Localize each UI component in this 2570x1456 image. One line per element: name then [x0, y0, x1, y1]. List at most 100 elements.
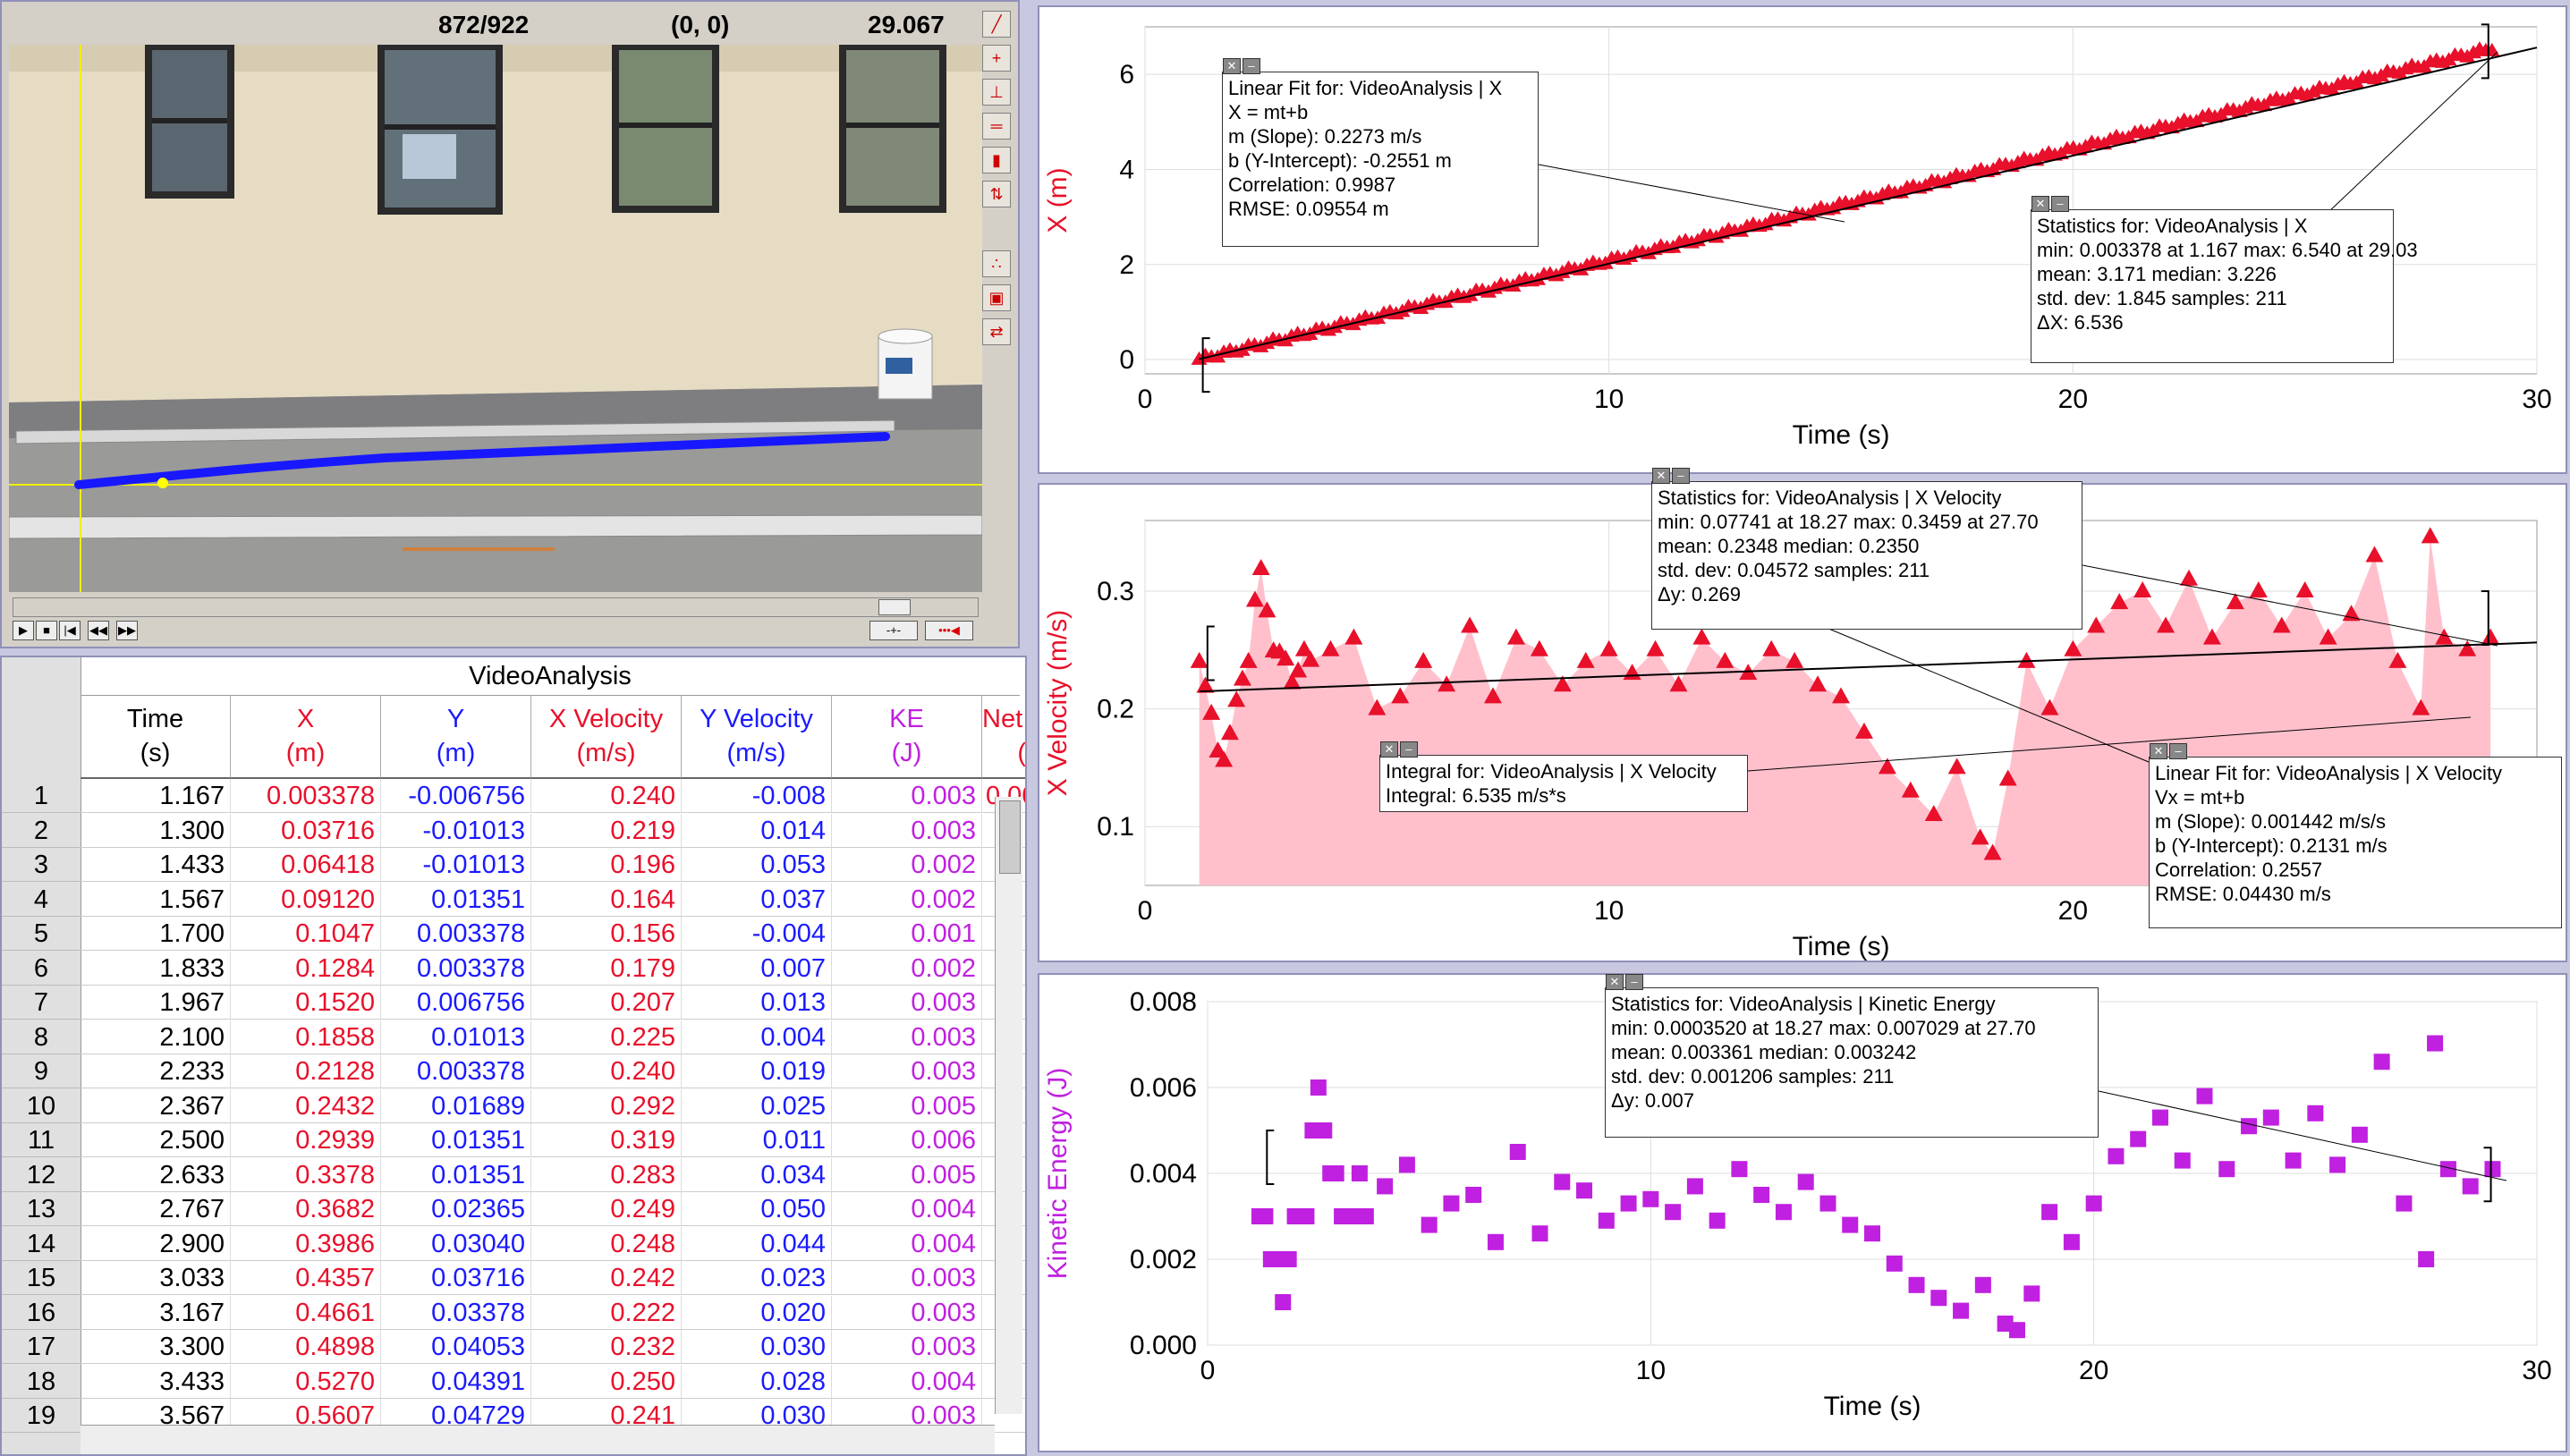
column-header[interactable]: KE (J): [832, 695, 982, 779]
table-cell[interactable]: 0.2939: [231, 1123, 381, 1157]
table-cell[interactable]: 0.003: [832, 1054, 982, 1088]
table-cell[interactable]: 0.249: [531, 1192, 682, 1226]
table-cell[interactable]: 2.900: [81, 1226, 231, 1261]
table-cell[interactable]: 0.240: [531, 779, 682, 813]
close-icon[interactable]: ✕: [1606, 974, 1624, 990]
row-number[interactable]: 19: [2, 1399, 81, 1433]
video-scrubber[interactable]: [13, 597, 979, 617]
show-trail-tool-icon[interactable]: ∴: [982, 250, 1011, 277]
table-cell[interactable]: 0.02365: [381, 1192, 531, 1226]
table-cell[interactable]: 2.233: [81, 1054, 231, 1088]
row-number[interactable]: 18: [2, 1365, 81, 1399]
table-scroll-thumb[interactable]: [999, 800, 1021, 874]
table-cell[interactable]: 0.005: [832, 1157, 982, 1192]
table-cell[interactable]: 0.179: [531, 951, 682, 986]
ruler-tool-icon[interactable]: ▮: [982, 147, 1011, 174]
table-cell[interactable]: 0.250: [531, 1364, 682, 1399]
table-cell[interactable]: 0.003: [832, 1261, 982, 1295]
table-cell[interactable]: -0.01013: [381, 813, 531, 848]
close-icon[interactable]: ✕: [2150, 743, 2167, 759]
close-icon[interactable]: ✕: [2031, 196, 2049, 212]
row-number[interactable]: 14: [2, 1227, 81, 1261]
set-scale-tool-icon[interactable]: ═: [982, 113, 1011, 140]
table-cell[interactable]: 0.03716: [231, 813, 381, 848]
column-header[interactable]: Y Velocity (m/s): [682, 695, 832, 779]
linear-fit-box-velocity[interactable]: ✕ – Linear Fit for: VideoAnalysis | X Ve…: [2149, 743, 2562, 928]
column-header[interactable]: Time (s): [81, 695, 231, 779]
table-cell[interactable]: 0.020: [682, 1295, 832, 1330]
table-cell[interactable]: 0.034: [682, 1157, 832, 1192]
minimize-icon[interactable]: –: [1672, 468, 1690, 484]
table-cell[interactable]: 0.003: [832, 986, 982, 1020]
table-cell[interactable]: 0.242: [531, 1261, 682, 1295]
row-number[interactable]: 5: [2, 917, 81, 951]
row-number[interactable]: 3: [2, 848, 81, 882]
table-cell[interactable]: 0.004: [832, 1226, 982, 1261]
table-cell[interactable]: 0.053: [682, 848, 832, 882]
table-cell[interactable]: 0.248: [531, 1226, 682, 1261]
table-cell[interactable]: 0.03040: [381, 1226, 531, 1261]
sync-tool-icon[interactable]: ▣: [982, 284, 1011, 311]
row-number[interactable]: 1: [2, 779, 81, 813]
table-cell[interactable]: 0.003378: [381, 951, 531, 986]
table-cell[interactable]: 0.3682: [231, 1192, 381, 1226]
table-cell[interactable]: 0.207: [531, 986, 682, 1020]
row-number[interactable]: 9: [2, 1054, 81, 1088]
column-header[interactable]: Net Force (N): [982, 695, 1025, 779]
row-number[interactable]: 16: [2, 1296, 81, 1330]
table-cell[interactable]: 3.300: [81, 1330, 231, 1364]
table-cell[interactable]: -0.006756: [381, 779, 531, 813]
table-cell[interactable]: 0.240: [531, 1054, 682, 1088]
x-vs-time-graph[interactable]: 0 10 20 30 0 2 4 6 Time (s) X (m) ✕ – Linear Fit …: [1038, 5, 2567, 474]
table-cell[interactable]: 0.014: [682, 813, 832, 848]
select-tool-icon[interactable]: ╱: [982, 11, 1011, 38]
table-cell[interactable]: 0.001: [832, 917, 982, 951]
row-number[interactable]: 15: [2, 1261, 81, 1295]
table-horizontal-scrollbar[interactable]: [81, 1425, 995, 1454]
table-cell[interactable]: 0.003: [832, 1295, 982, 1330]
table-cell[interactable]: 0.225: [531, 1020, 682, 1054]
table-cell[interactable]: 0.2432: [231, 1088, 381, 1123]
minimize-icon[interactable]: –: [2169, 743, 2187, 759]
table-cell[interactable]: 0.4357: [231, 1261, 381, 1295]
add-point-tool-icon[interactable]: +: [982, 45, 1011, 72]
row-number[interactable]: 13: [2, 1192, 81, 1226]
close-icon[interactable]: ✕: [1223, 58, 1241, 74]
table-cell[interactable]: 0.3986: [231, 1226, 381, 1261]
table-cell[interactable]: -0.004: [682, 917, 832, 951]
prev-frame-icon[interactable]: ◀◀: [88, 621, 109, 640]
table-cell[interactable]: 0.003: [832, 813, 982, 848]
row-number[interactable]: 7: [2, 986, 81, 1020]
table-cell[interactable]: 0.222: [531, 1295, 682, 1330]
table-cell[interactable]: 0.09120: [231, 882, 381, 917]
table-cell[interactable]: 0.01689: [381, 1088, 531, 1123]
table-cell[interactable]: 0.01351: [381, 882, 531, 917]
table-cell[interactable]: 0.04391: [381, 1364, 531, 1399]
table-cell[interactable]: 1.567: [81, 882, 231, 917]
stop-icon[interactable]: ■: [36, 621, 57, 640]
table-cell[interactable]: 0.002: [832, 882, 982, 917]
table-vertical-scrollbar[interactable]: [995, 797, 1022, 1414]
first-frame-icon[interactable]: |◀: [59, 621, 81, 640]
table-cell[interactable]: -0.008: [682, 779, 832, 813]
column-header[interactable]: X (m): [231, 695, 381, 779]
table-cell[interactable]: 2.367: [81, 1088, 231, 1123]
table-cell[interactable]: 0.003: [832, 779, 982, 813]
table-cell[interactable]: [982, 1399, 1025, 1433]
statistics-box-velocity[interactable]: ✕ – Statistics for: VideoAnalysis | X Ve…: [1651, 468, 2082, 630]
table-cell[interactable]: 0.319: [531, 1123, 682, 1157]
table-cell[interactable]: 0.006: [832, 1123, 982, 1157]
table-cell[interactable]: 0.003378: [381, 1054, 531, 1088]
replay-tool-icon[interactable]: ⇄: [982, 318, 1011, 345]
close-icon[interactable]: ✕: [1380, 741, 1398, 758]
table-cell[interactable]: 0.219: [531, 813, 682, 848]
table-cell[interactable]: 0.004: [832, 1364, 982, 1399]
table-cell[interactable]: -0.01013: [381, 848, 531, 882]
minimize-icon[interactable]: –: [2051, 196, 2069, 212]
scrubber-thumb[interactable]: [878, 599, 911, 615]
row-number[interactable]: 4: [2, 883, 81, 917]
row-number[interactable]: 11: [2, 1123, 81, 1157]
linear-fit-box-x[interactable]: ✕ – Linear Fit for: VideoAnalysis | X X …: [1222, 58, 1539, 247]
table-cell[interactable]: 0.003378: [381, 917, 531, 951]
table-cell[interactable]: 0.002: [832, 848, 982, 882]
